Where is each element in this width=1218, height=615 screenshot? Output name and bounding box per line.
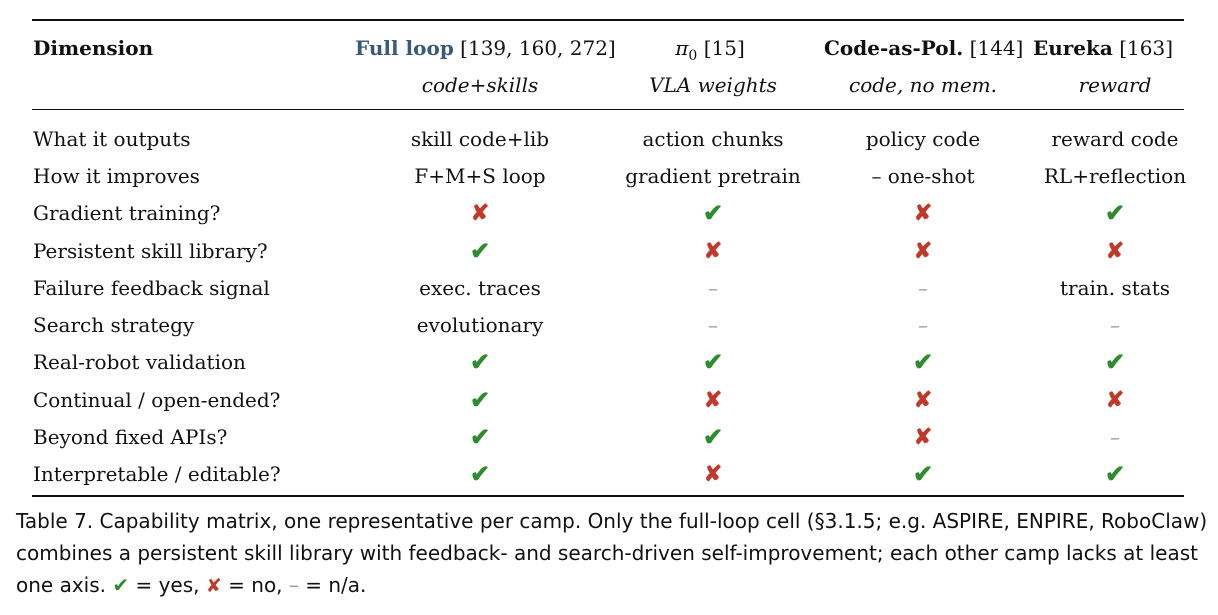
- row-label: What it outputs: [33, 127, 191, 151]
- check-icon: ✔: [912, 459, 934, 488]
- row-label: Gradient training?: [33, 201, 221, 225]
- table-row: Interpretable / editable? ✔ ✘ ✔ ✔: [0, 459, 1218, 489]
- row-label: How it improves: [33, 164, 200, 188]
- header-col-sub: VLA weights: [649, 73, 777, 97]
- table-row: Continual / open-ended? ✔ ✘ ✘ ✘: [0, 385, 1218, 415]
- row-label: Beyond fixed APIs?: [33, 425, 228, 449]
- table-cell: F+M+S loop: [414, 164, 546, 188]
- table-cell: RL+reflection: [1043, 164, 1187, 188]
- dash-icon: –: [1110, 425, 1120, 449]
- check-icon: ✔: [1104, 347, 1126, 376]
- cross-icon: ✘: [913, 387, 933, 413]
- cross-icon: ✘: [205, 575, 222, 597]
- row-label: Continual / open-ended?: [33, 388, 281, 412]
- check-icon: ✔: [469, 385, 491, 414]
- table-row: What it outputs skill code+lib action ch…: [0, 124, 1218, 154]
- dash-icon: –: [708, 276, 718, 300]
- header-col-ref: [144]: [969, 36, 1024, 60]
- table-row: Persistent skill library? ✔ ✘ ✘ ✘: [0, 236, 1218, 266]
- dash-icon: –: [918, 313, 928, 337]
- header-col-name-sub: 0: [688, 48, 698, 64]
- table-cell: gradient pretrain: [625, 164, 801, 188]
- dash-icon: –: [918, 276, 928, 300]
- check-icon: ✔: [702, 422, 724, 451]
- check-icon: ✔: [1104, 198, 1126, 227]
- table-row: How it improves F+M+S loop gradient pret…: [0, 161, 1218, 191]
- row-label: Interpretable / editable?: [33, 462, 281, 486]
- cross-icon: ✘: [703, 461, 723, 487]
- table-cell: train. stats: [1059, 276, 1171, 300]
- row-label: Real-robot validation: [33, 350, 246, 374]
- row-label: Failure feedback signal: [33, 276, 270, 300]
- dash-icon: –: [708, 313, 718, 337]
- table-cell: evolutionary: [416, 313, 544, 337]
- row-label: Search strategy: [33, 313, 195, 337]
- table-cell: skill code+lib: [410, 127, 550, 151]
- header-col-full-loop: Full loop [139, 160, 272]: [355, 33, 616, 63]
- check-icon: ✔: [702, 347, 724, 376]
- caption-text: Table 7. Capability matrix, one represen…: [16, 509, 1208, 597]
- cross-icon: ✘: [913, 424, 933, 450]
- cross-icon: ✘: [1105, 238, 1125, 264]
- table-row: Beyond fixed APIs? ✔ ✔ ✘ –: [0, 422, 1218, 452]
- check-icon: ✔: [469, 459, 491, 488]
- table-cell: – one-shot: [871, 164, 975, 188]
- check-icon: ✔: [912, 347, 934, 376]
- dash-icon: –: [1110, 313, 1120, 337]
- check-icon: ✔: [469, 236, 491, 265]
- header-col-code-as-pol: Code-as-Pol. [144]: [824, 33, 1024, 63]
- top-rule: [32, 19, 1184, 21]
- caption-na: = n/a.: [298, 573, 367, 597]
- table-row: Real-robot validation ✔ ✔ ✔ ✔: [0, 347, 1218, 377]
- header-col-sub: code, no mem.: [849, 73, 997, 97]
- check-icon: ✔: [469, 422, 491, 451]
- header-col-ref: [139, 160, 272]: [460, 36, 616, 60]
- bottom-rule: [32, 495, 1184, 497]
- table-caption: Table 7. Capability matrix, one represen…: [16, 505, 1211, 602]
- header-col-name: π: [675, 36, 689, 60]
- cross-icon: ✘: [703, 238, 723, 264]
- header-col-sub: code+skills: [421, 73, 539, 97]
- header-dimension: Dimension: [33, 36, 154, 60]
- header-col-sub: reward: [1078, 73, 1152, 97]
- header-col-name: Full loop: [355, 36, 454, 60]
- check-icon: ✔: [469, 347, 491, 376]
- header-col-pi0: π0 [15]: [630, 33, 790, 64]
- header-col-ref: [163]: [1119, 36, 1173, 60]
- table-cell: exec. traces: [419, 276, 541, 300]
- cross-icon: ✘: [1105, 387, 1125, 413]
- header-row: Dimension Full loop [139, 160, 272] π0 […: [0, 33, 1218, 64]
- cross-icon: ✘: [913, 200, 933, 226]
- header-col-name: Code-as-Pol.: [824, 36, 964, 60]
- header-col-eureka: Eureka [163]: [1018, 33, 1188, 63]
- table-cell: action chunks: [642, 127, 784, 151]
- header-col-name: Eureka: [1032, 36, 1113, 60]
- check-icon: ✔: [702, 198, 724, 227]
- mid-rule: [32, 109, 1184, 110]
- cross-icon: ✘: [470, 200, 490, 226]
- table-row: Gradient training? ✘ ✔ ✘ ✔: [0, 198, 1218, 228]
- dash-icon: –: [288, 573, 299, 597]
- caption-no: = no,: [221, 573, 289, 597]
- table-cell: reward code: [1051, 127, 1179, 151]
- cross-icon: ✘: [703, 387, 723, 413]
- table-row: Failure feedback signal exec. traces – –…: [0, 273, 1218, 303]
- header-subrow: code+skills VLA weights code, no mem. re…: [0, 70, 1218, 100]
- table-cell: policy code: [865, 127, 981, 151]
- cross-icon: ✘: [913, 238, 933, 264]
- header-col-ref: [15]: [703, 36, 745, 60]
- caption-yes: = yes,: [129, 573, 206, 597]
- check-icon: ✔: [112, 573, 130, 597]
- row-label: Persistent skill library?: [33, 239, 268, 263]
- check-icon: ✔: [1104, 459, 1126, 488]
- table-row: Search strategy evolutionary – – –: [0, 310, 1218, 340]
